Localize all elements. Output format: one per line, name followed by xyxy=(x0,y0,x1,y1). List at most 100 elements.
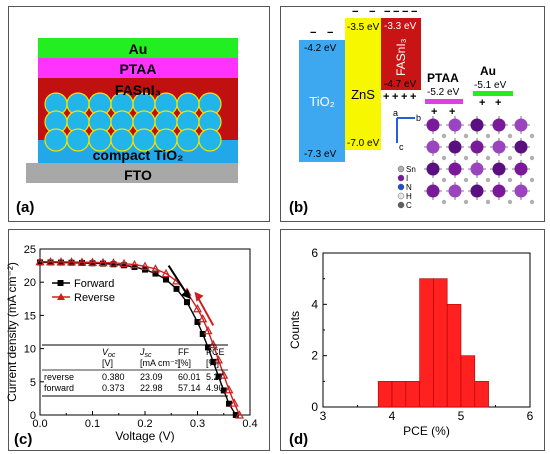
table-cell: 60.01 xyxy=(178,372,201,382)
hole-charge: + xyxy=(401,91,407,103)
jv-point-forward xyxy=(232,412,239,418)
panel-c-label: (c) xyxy=(14,431,32,448)
legend-atom-dot xyxy=(397,201,405,209)
legend-atom-dot xyxy=(397,165,405,173)
pce-histogram-chart: 3 4 5 6 0 2 4 6 PCE (%) Counts (d) xyxy=(288,246,534,448)
jv-y-tick-label: 10 xyxy=(24,344,36,356)
jv-point-forward xyxy=(194,319,201,326)
hist-x-tick-label: 6 xyxy=(527,409,534,423)
jv-point-forward xyxy=(215,373,222,380)
jv-x-axis-label: Voltage (V) xyxy=(115,429,174,443)
crystal-axes-indicator: a b c xyxy=(393,108,421,152)
table-unit: [mA cm⁻²] xyxy=(140,358,180,368)
reverse-sweep-arrow xyxy=(196,296,215,326)
electron-charge: − xyxy=(384,6,390,18)
electron-charge: − xyxy=(369,6,375,18)
energy-band-diagram: -4.2 eV -7.3 eV TiO₂ − − -3.5 eV -7.0 eV… xyxy=(289,6,535,216)
jv-point-reverse xyxy=(208,339,218,349)
zns-band xyxy=(345,18,381,150)
forward-legend-marker xyxy=(57,280,64,286)
panel-d-frame xyxy=(280,229,545,451)
jv-point-forward xyxy=(110,261,117,268)
jv-point-reverse xyxy=(219,370,229,379)
panel-b-band-diagram: -4.2 eV -7.3 eV TiO₂ − − -3.5 eV -7.0 eV… xyxy=(275,0,550,225)
jv-point-reverse xyxy=(203,325,213,335)
jv-point-forward xyxy=(47,259,54,266)
tin-atom xyxy=(463,177,469,183)
electron-charge: − xyxy=(310,27,316,39)
jv-point-forward xyxy=(184,299,190,306)
hist-x-axis-label: PCE (%) xyxy=(403,424,450,438)
jv-x-tick-label: 0.2 xyxy=(137,418,152,430)
device-stack-diagram: Au PTAA FASnI₃ compact TiO₂ FTO (a) xyxy=(16,38,238,216)
jv-point-forward xyxy=(220,387,227,394)
jv-point-reverse xyxy=(77,257,87,266)
jv-x-tick-label: 0.4 xyxy=(242,418,257,430)
jv-point-reverse xyxy=(234,410,245,419)
table-unit: [V] xyxy=(102,358,113,368)
panel-c-frame xyxy=(8,229,270,451)
compact-tio2-layer-label: compact TiO₂ xyxy=(93,147,184,163)
jv-y-axis-label: Current density (mA cm⁻²) xyxy=(5,262,19,402)
legend-atom-label: H xyxy=(406,192,412,201)
fto-layer-label: FTO xyxy=(124,167,152,183)
reverse-legend-marker xyxy=(57,293,65,300)
tin-atom xyxy=(441,199,447,205)
jv-point-forward xyxy=(173,285,180,292)
jv-chart: 0.0 0.1 0.2 0.3 0.4 0 5 10 15 20 25 Voltage (V) Curr… xyxy=(5,244,258,448)
iodine-atom xyxy=(426,184,440,198)
tin-atom xyxy=(529,199,535,205)
jv-y-tick-label: 25 xyxy=(24,244,36,256)
tin-atom xyxy=(463,133,469,139)
jv-point-forward xyxy=(121,262,127,269)
legend-atom-dot xyxy=(397,174,405,182)
jv-point-forward xyxy=(58,259,64,266)
tin-atom xyxy=(485,133,491,139)
tin-atom xyxy=(441,155,447,161)
jv-point-forward xyxy=(152,270,159,277)
hole-charge: + xyxy=(449,106,455,118)
iodine-atom xyxy=(448,118,462,132)
jv-point-reverse xyxy=(129,259,140,269)
forward-sweep-arrow xyxy=(167,265,188,295)
jv-y-tick-label: 15 xyxy=(24,310,36,322)
jv-x-tick-label: 0.0 xyxy=(32,418,47,430)
panel-d-pce-histogram: 3 4 5 6 0 2 4 6 PCE (%) Counts (d) xyxy=(275,227,550,454)
tin-atom xyxy=(485,199,491,205)
hole-charge: + xyxy=(410,91,416,103)
panel-a-label: (a) xyxy=(16,199,34,216)
table-cell: 57.14 xyxy=(178,383,201,393)
ptaa-level: -5.2 eV xyxy=(427,87,460,98)
panel-a-device-structure: Au PTAA FASnI₃ compact TiO₂ FTO (a) xyxy=(0,0,275,225)
fasni3-vb-level: -4.7 eV xyxy=(384,79,417,90)
jv-point-forward xyxy=(37,259,43,266)
hist-y-tick-label: 0 xyxy=(311,400,318,414)
hist-bar xyxy=(460,355,476,408)
legend-atom-label: N xyxy=(406,183,412,192)
hist-bar xyxy=(446,304,462,408)
legend-atom-label: Sn xyxy=(406,165,416,174)
iodine-atom xyxy=(470,184,484,198)
panel-c-jv-curve: 0.0 0.1 0.2 0.3 0.4 0 5 10 15 20 25 Voltage (V) Curr… xyxy=(0,227,275,454)
jv-point-forward xyxy=(100,260,106,267)
ptaa-layer xyxy=(38,58,238,78)
jv-y-tick-label: 20 xyxy=(24,277,36,289)
tio2-nanosphere xyxy=(198,128,222,152)
iodine-atom xyxy=(426,118,440,132)
hist-bar xyxy=(474,381,489,408)
table-cell: 5.27 xyxy=(206,372,224,382)
electron-charge: − xyxy=(402,6,408,18)
fasni3-layer-label: FASnI₃ xyxy=(115,82,161,98)
hist-x-tick-label: 5 xyxy=(458,409,465,423)
legend-atom-label: C xyxy=(406,201,412,210)
tin-atom xyxy=(529,177,535,183)
hole-charge: + xyxy=(392,91,398,103)
panel-b-frame xyxy=(280,6,545,222)
zns-vb-level: -7.0 eV xyxy=(347,138,380,149)
hist-x-tick-label: 3 xyxy=(320,409,327,423)
jv-point-reverse xyxy=(192,303,203,313)
iodine-atom xyxy=(492,184,506,198)
panel-b-label: (b) xyxy=(289,199,308,216)
iodine-atom xyxy=(514,162,528,176)
tio2-band xyxy=(299,40,345,162)
